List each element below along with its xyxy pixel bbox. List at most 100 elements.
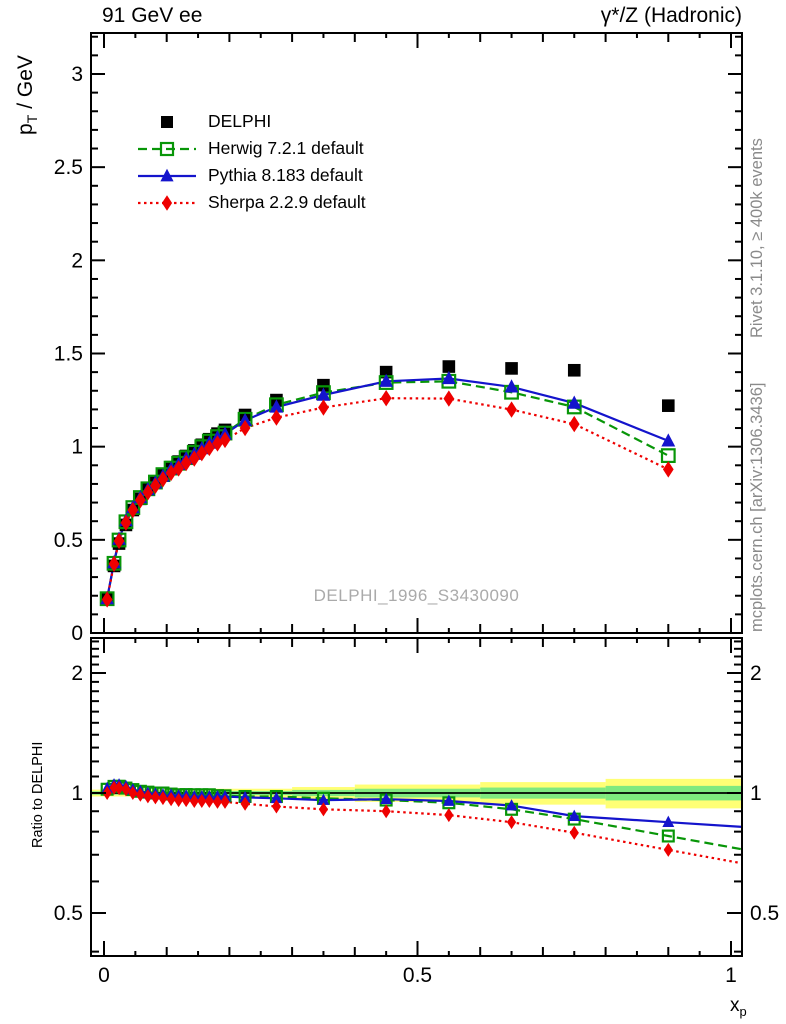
data-point-triangle xyxy=(661,433,676,447)
data-point-diamond xyxy=(150,790,161,805)
data-point-triangle xyxy=(270,791,283,804)
ratio-y-tick-label-right: 0.5 xyxy=(750,902,779,925)
data-point-diamond xyxy=(120,514,132,531)
data-point-triangle xyxy=(317,793,330,805)
rivet-version-note: Rivet 3.1.10, ≥ 400k events xyxy=(748,138,766,338)
data-point-diamond xyxy=(127,501,139,519)
y-label-base: p xyxy=(14,123,37,135)
x-tick-label: 0.5 xyxy=(403,964,432,987)
data-point-diamond xyxy=(113,532,125,550)
data-point-diamond xyxy=(318,399,329,416)
main-series-markers xyxy=(99,360,676,608)
data-point-diamond xyxy=(196,444,208,462)
legend-label: Herwig 7.2.1 default xyxy=(208,138,364,158)
filled-triangle-icon xyxy=(138,168,196,181)
data-point-square xyxy=(662,399,675,412)
legend-item-delphi: DELPHI xyxy=(136,108,366,135)
data-point-triangle xyxy=(568,809,581,821)
data-point-diamond xyxy=(662,461,674,478)
data-point-diamond xyxy=(271,799,282,814)
data-point-triangle xyxy=(160,168,174,181)
data-point-diamond xyxy=(101,591,113,608)
data-point-diamond xyxy=(220,794,230,809)
data-point-triangle xyxy=(380,792,393,805)
data-point-triangle xyxy=(504,379,519,393)
data-point-diamond xyxy=(135,491,146,509)
data-point-diamond xyxy=(271,409,282,426)
data-point-diamond xyxy=(240,796,250,811)
data-point-diamond xyxy=(157,471,169,488)
main-y-tick-label: 3 xyxy=(71,63,83,86)
data-point-diamond xyxy=(569,825,579,840)
data-point-diamond xyxy=(380,390,392,407)
legend-item-pythia: Pythia 8.183 default xyxy=(136,162,366,189)
data-point-triangle xyxy=(662,815,675,828)
legend-item-herwig: Herwig 7.2.1 default xyxy=(136,135,366,162)
data-point-diamond xyxy=(173,460,184,477)
legend: DELPHI Herwig 7.2.1 default Pythia 8.183 d… xyxy=(136,108,366,216)
data-point-diamond xyxy=(663,842,673,857)
data-point-square xyxy=(505,362,518,375)
mcplots-reference-note: mcplots.cern.ch [arXiv:1306.3436] xyxy=(748,382,766,632)
x-tick-label: 1 xyxy=(725,964,737,987)
data-point-triangle xyxy=(442,794,455,806)
data-point-diamond xyxy=(197,793,207,808)
axis-ticks xyxy=(91,33,742,956)
main-y-tick-label: 0.5 xyxy=(54,529,83,552)
data-point-diamond xyxy=(135,787,145,802)
legend-label: DELPHI xyxy=(208,111,272,131)
main-y-tick-label: 1.5 xyxy=(54,342,83,365)
data-point-triangle xyxy=(316,387,331,401)
main-y-tick-label: 2 xyxy=(71,249,83,272)
data-point-diamond xyxy=(204,793,214,808)
ratio-y-tick-label-left: 0.5 xyxy=(54,902,83,925)
legend-label: Sherpa 2.2.9 default xyxy=(208,192,366,212)
analysis-id-watermark: DELPHI_1996_S3430090 xyxy=(313,586,520,605)
open-square-icon xyxy=(138,141,196,156)
data-point-diamond xyxy=(166,792,176,807)
data-point-diamond xyxy=(114,781,124,796)
data-point-diamond xyxy=(102,785,112,801)
data-point-diamond xyxy=(212,794,223,809)
data-point-diamond xyxy=(239,419,251,437)
y-label-rest: / GeV xyxy=(14,55,37,115)
legend-label: Pythia 8.183 default xyxy=(208,165,363,185)
data-point-square xyxy=(317,378,330,392)
filled-square-icon xyxy=(161,115,173,128)
data-point-diamond xyxy=(219,431,231,449)
data-point-triangle xyxy=(239,790,252,803)
main-y-tick-label: 2.5 xyxy=(54,156,83,179)
data-point-diamond xyxy=(181,793,191,808)
header-beam-energy: 91 GeV ee xyxy=(102,4,203,27)
data-point-triangle xyxy=(238,412,253,427)
data-point-diamond xyxy=(188,450,200,467)
data-point-square xyxy=(567,363,581,377)
data-point-square xyxy=(161,115,173,128)
data-point-diamond xyxy=(189,793,199,808)
data-point-diamond xyxy=(109,780,119,795)
ratio-y-tick-label-left: 2 xyxy=(71,662,83,685)
data-point-diamond xyxy=(443,390,455,407)
data-point-diamond xyxy=(568,415,580,433)
data-point-open-square xyxy=(661,829,675,843)
data-point-diamond xyxy=(158,791,168,806)
data-point-diamond xyxy=(318,802,329,817)
y-label-sub: T xyxy=(25,114,42,124)
data-point-diamond xyxy=(180,454,192,472)
data-point-open-square xyxy=(660,448,676,464)
x-label-base: x xyxy=(730,995,740,1016)
legend-item-sherpa: Sherpa 2.2.9 default xyxy=(136,189,366,216)
data-point-diamond xyxy=(150,477,161,494)
data-point-triangle xyxy=(505,799,518,811)
axis-tick-labels: 0 0.5 1 1.5 2 2.5 3 0.5 0.5 1 1 2 2 0 0.5 1 xyxy=(54,63,779,987)
data-point-diamond xyxy=(143,789,153,804)
data-point-diamond xyxy=(121,782,131,797)
data-point-diamond xyxy=(142,484,154,501)
data-point-triangle xyxy=(441,370,456,385)
data-point-triangle xyxy=(379,373,394,387)
data-point-diamond xyxy=(506,815,517,830)
main-y-tick-label: 0 xyxy=(71,622,83,645)
data-point-diamond xyxy=(444,808,454,823)
